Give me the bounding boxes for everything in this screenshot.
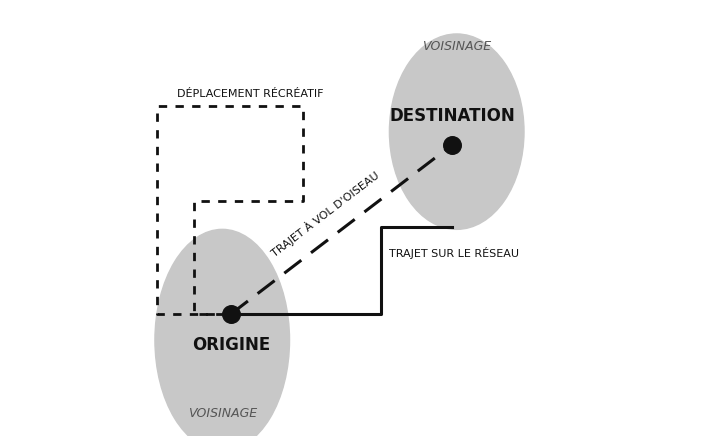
Point — [226, 311, 237, 318]
Text: VOISINAGE: VOISINAGE — [188, 407, 257, 420]
Text: DÉPLACEMENT RÉCRÉATIF: DÉPLACEMENT RÉCRÉATIF — [177, 89, 323, 99]
Point — [447, 141, 458, 148]
Text: TRAJET À VOL D'OISEAU: TRAJET À VOL D'OISEAU — [269, 169, 381, 259]
Text: VOISINAGE: VOISINAGE — [422, 41, 491, 53]
Ellipse shape — [155, 229, 290, 437]
Text: TRAJET SUR LE RÉSEAU: TRAJET SUR LE RÉSEAU — [389, 247, 520, 259]
Ellipse shape — [389, 34, 524, 229]
Text: ORIGINE: ORIGINE — [192, 336, 270, 354]
Text: DESTINATION: DESTINATION — [389, 107, 515, 125]
